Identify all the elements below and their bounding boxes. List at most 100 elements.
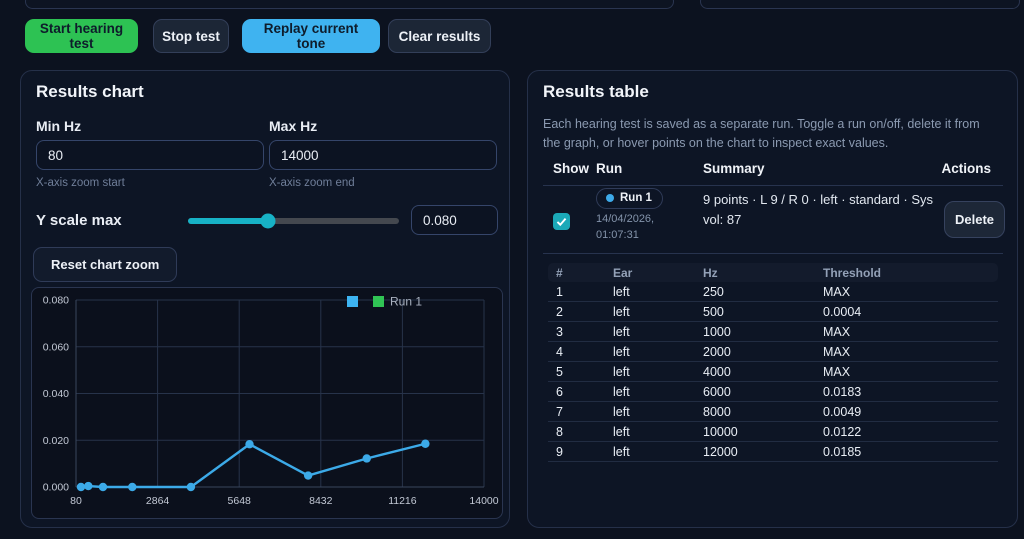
table-cell: 0.0122 (823, 424, 862, 439)
table-cell: 0.0049 (823, 404, 862, 419)
table-cell: MAX (823, 284, 851, 299)
legend-label[interactable]: Run 1 (390, 295, 422, 309)
x-tick-label: 14000 (469, 495, 498, 507)
data-point[interactable] (76, 482, 86, 492)
clear-results-button[interactable]: Clear results (388, 19, 491, 53)
max-hz-hint: X-axis zoom end (269, 177, 355, 189)
stop-test-button[interactable]: Stop test (153, 19, 229, 53)
delete-run-button[interactable]: Delete (944, 201, 1005, 238)
y-tick-label: 0.020 (43, 435, 69, 447)
table-row: 9 left 12000 0.0185 (548, 442, 998, 462)
table-column-header: Threshold (823, 265, 882, 280)
x-tick-label: 2864 (146, 495, 170, 507)
table-cell: 6 (556, 384, 563, 399)
cropped-card-top-left (25, 0, 674, 9)
table-cell: 500 (703, 304, 724, 319)
data-point[interactable] (421, 439, 430, 448)
table-row: 6 left 6000 0.0183 (548, 382, 998, 402)
table-cell: 8 (556, 424, 563, 439)
min-hz-input[interactable] (36, 140, 264, 170)
results-chart-panel: Results chart Min Hz X-axis zoom start M… (20, 70, 510, 528)
table-row: 2 left 500 0.0004 (548, 302, 998, 322)
table-cell: 2 (556, 304, 563, 319)
legend-marker-blue[interactable] (347, 296, 358, 307)
min-hz-label: Min Hz (36, 118, 82, 134)
data-table-header: # Ear Hz Threshold (548, 263, 998, 282)
table-cell: 4000 (703, 364, 731, 379)
data-point[interactable] (245, 440, 254, 449)
data-table-body: 1 left 250 MAX 2 left 500 0.0004 3 left 1000 MAX 4 le… (548, 282, 998, 462)
x-tick-label: 5648 (228, 495, 252, 507)
data-point[interactable] (303, 471, 313, 480)
table-cell: left (613, 404, 630, 419)
table-cell: 1 (556, 284, 563, 299)
x-tick-label: 8432 (309, 495, 333, 507)
divider (543, 185, 1003, 186)
panel-title: Results chart (36, 82, 144, 101)
table-row: 8 left 10000 0.0122 (548, 422, 998, 442)
legend-marker-green[interactable] (373, 296, 384, 307)
run-visibility-checkbox[interactable] (553, 213, 570, 230)
y-tick-label: 0.040 (43, 388, 69, 400)
table-cell: left (613, 384, 630, 399)
table-cell: 0.0183 (823, 384, 862, 399)
table-cell: MAX (823, 344, 851, 359)
column-header-summary: Summary (703, 161, 765, 176)
table-row: 5 left 4000 MAX (548, 362, 998, 382)
column-header-show: Show (553, 161, 589, 176)
cropped-card-top-right (700, 0, 1020, 9)
table-column-header: Hz (703, 265, 718, 280)
data-point[interactable] (98, 482, 108, 492)
table-cell: left (613, 284, 630, 299)
table-cell: left (613, 344, 630, 359)
run-color-dot-icon (606, 194, 614, 202)
run-summary: 9 points · L 9 / R 0 · left · standard ·… (703, 192, 934, 227)
y-tick-label: 0.080 (43, 295, 69, 307)
table-cell: left (613, 304, 630, 319)
data-point[interactable] (362, 454, 371, 463)
table-cell: 0.0004 (823, 304, 862, 319)
table-row: 3 left 1000 MAX (548, 322, 998, 342)
data-point[interactable] (128, 482, 137, 492)
checkmark-icon (556, 218, 567, 227)
y-scale-value-input[interactable] (411, 205, 498, 235)
table-cell: 10000 (703, 424, 738, 439)
table-cell: 250 (703, 284, 724, 299)
data-point[interactable] (84, 481, 93, 491)
replay-current-tone-button[interactable]: Replay current tone (242, 19, 380, 53)
series-line (80, 442, 426, 489)
table-row: 4 left 2000 MAX (548, 342, 998, 362)
table-cell: 9 (556, 444, 563, 459)
table-cell: MAX (823, 364, 851, 379)
divider (543, 253, 1003, 254)
slider-thumb[interactable] (260, 213, 276, 229)
reset-chart-zoom-button[interactable]: Reset chart zoom (33, 247, 178, 282)
table-cell: MAX (823, 324, 851, 339)
x-tick-label: 80 (70, 495, 82, 507)
panel-description: Each hearing test is saved as a separate… (543, 117, 980, 150)
table-cell: 8000 (703, 404, 731, 419)
min-hz-hint: X-axis zoom start (36, 177, 125, 189)
x-tick-label: 11216 (388, 495, 417, 507)
table-cell: 12000 (703, 444, 738, 459)
table-column-header: Ear (613, 265, 633, 280)
column-header-actions: Actions (941, 161, 991, 176)
run-badge-label: Run 1 (620, 192, 652, 204)
table-cell: left (613, 424, 630, 439)
max-hz-label: Max Hz (269, 118, 318, 134)
data-point[interactable] (186, 482, 196, 492)
y-scale-slider[interactable] (188, 213, 399, 229)
start-hearing-test-button[interactable]: Start hearing test (25, 19, 138, 53)
run-badge: Run 1 (596, 188, 663, 209)
run-timestamp: 14/04/2026, 01:07:31 (596, 213, 655, 241)
results-chart[interactable]: 80 2864 5648 8432 11216 14000 0.000 0.020 0.040 0… (32, 288, 500, 516)
table-cell: 3 (556, 324, 563, 339)
table-cell: left (613, 324, 630, 339)
table-cell: left (613, 364, 630, 379)
table-cell: 2000 (703, 344, 731, 359)
table-cell: left (613, 444, 630, 459)
y-tick-label: 0.000 (43, 482, 69, 494)
table-cell: 4 (556, 344, 563, 359)
max-hz-input[interactable] (269, 140, 497, 170)
